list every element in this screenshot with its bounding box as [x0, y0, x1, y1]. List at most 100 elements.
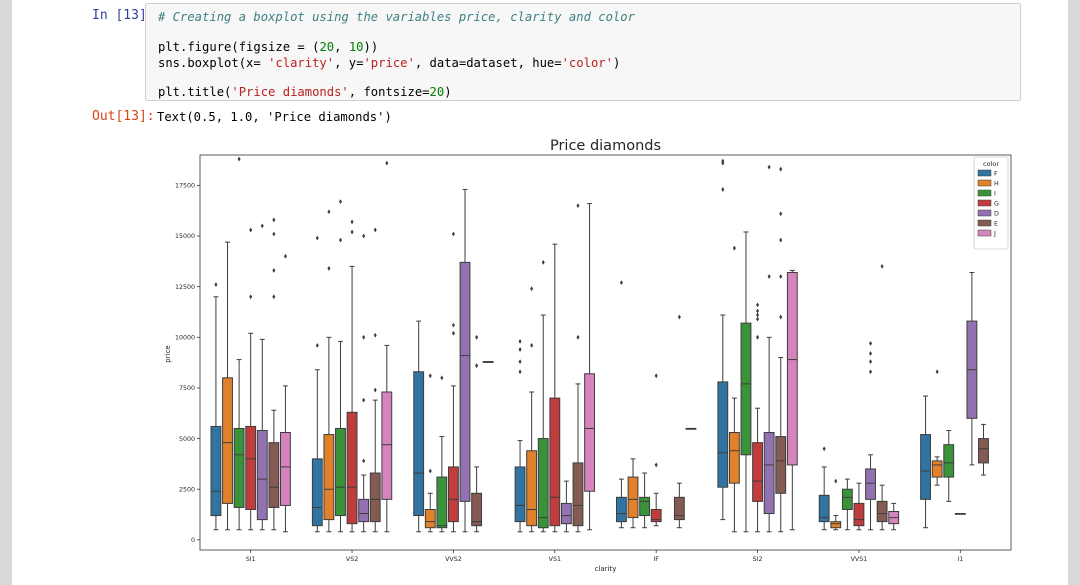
box-vvs2-h [424, 373, 436, 533]
legend-title: color [983, 160, 999, 168]
x-tick-label: SI1 [246, 556, 256, 563]
box-iqr [572, 462, 584, 527]
outlier-marker [756, 308, 760, 314]
code-token: , data=dataset, hue= [414, 56, 562, 70]
box-vs1-g [549, 243, 561, 533]
outlier-marker [576, 334, 580, 340]
outlier-marker [350, 219, 354, 225]
outlier-marker [869, 351, 873, 356]
outlier-marker [475, 363, 479, 369]
box-vs2-f [311, 235, 323, 533]
box-iqr [627, 476, 639, 519]
box-if-f [616, 280, 627, 529]
box-si2-h [728, 245, 740, 533]
outlier-marker [338, 199, 342, 204]
box-vs2-d [358, 233, 370, 533]
box-iqr [818, 494, 830, 523]
code-token: , y= [334, 56, 364, 70]
outlier-marker [260, 223, 264, 229]
box-iqr [775, 436, 787, 494]
y-axis-label: price [164, 345, 172, 362]
outlier-marker [779, 274, 783, 279]
code-string: 'clarity' [268, 56, 335, 70]
outlier-marker [834, 478, 838, 484]
code-number: 20 [319, 40, 335, 54]
outlier-marker [272, 294, 276, 300]
outlier-marker [530, 286, 534, 292]
outlier-marker [518, 359, 522, 365]
box-iqr [424, 508, 436, 529]
box-vvs2-j [482, 361, 494, 363]
x-tick-label: VS1 [549, 556, 561, 563]
code-string: 'Price diamonds' [231, 85, 349, 99]
x-axis-label: clarity [595, 565, 617, 573]
chart-title: Price diamonds [550, 138, 661, 154]
outlier-marker [362, 334, 366, 340]
box-iqr [876, 500, 888, 523]
outlier-marker [654, 462, 658, 468]
code-line-1: # Creating a boxplot using the variables… [158, 9, 635, 25]
box-si1-h [222, 241, 233, 531]
box-iqr [514, 466, 526, 523]
outlier-marker [935, 369, 939, 375]
box-si2-e [775, 166, 787, 533]
box-vs2-g [346, 219, 358, 533]
x-tick-label: I1 [957, 556, 963, 563]
code-number: 20 [429, 85, 445, 99]
x-tick-label: SI2 [753, 556, 763, 563]
box-iqr [865, 468, 876, 500]
outlier-marker [822, 446, 826, 452]
y-tick-label: 15000 [175, 233, 195, 240]
legend-label-f: F [994, 171, 998, 178]
box-si1-d [256, 223, 268, 531]
outlier-marker [756, 334, 760, 340]
box-iqr [245, 425, 257, 510]
legend-label-d: D [994, 211, 999, 218]
outlier-marker [327, 266, 331, 271]
box-si2-g [752, 302, 763, 533]
box-iqr [931, 460, 943, 478]
outlier-marker [362, 458, 366, 464]
outlier-marker [373, 387, 377, 393]
box-iqr [210, 425, 222, 517]
outlier-marker [767, 164, 771, 170]
outlier-marker [451, 330, 455, 336]
code-line-2: plt.figure(figsize = (20, 10)) [158, 39, 378, 55]
left-scroll-edge [0, 0, 12, 585]
y-tick-label: 12500 [175, 284, 195, 291]
box-iqr [549, 397, 561, 527]
outlier-marker [237, 156, 241, 162]
box-iqr [650, 508, 662, 523]
box-si2-j [786, 269, 798, 531]
box-vvs1-d [865, 340, 876, 531]
box-iqr [616, 496, 627, 523]
box-vvs2-d [459, 188, 471, 533]
input-prompt: In [13]: [92, 8, 155, 23]
y-tick-label: 0 [191, 537, 195, 544]
outlier-marker [338, 237, 342, 243]
box-vs2-e [369, 227, 381, 533]
outlier-marker [880, 264, 884, 269]
code-token: , fontsize= [348, 85, 430, 99]
legend-label-g: G [994, 201, 999, 208]
legend-label-i: I [994, 191, 996, 198]
outlier-marker [362, 397, 366, 403]
outlier-marker [869, 359, 873, 365]
box-if-i [639, 472, 651, 529]
box-iqr [728, 432, 740, 484]
outlier-marker [385, 160, 389, 166]
output-prompt: Out[13]: [92, 109, 155, 124]
box-iqr [471, 492, 483, 527]
box-i1-d [966, 271, 978, 466]
box-iqr [335, 427, 346, 517]
box-i1-e [978, 423, 989, 476]
outlier-marker [428, 468, 432, 474]
box-iqr [381, 391, 393, 500]
code-cell[interactable]: # Creating a boxplot using the variables… [145, 3, 1021, 101]
box-iqr [323, 434, 335, 521]
outlier-marker [327, 209, 331, 215]
box-iqr [346, 411, 358, 525]
box-iqr [830, 521, 842, 529]
outlier-marker [451, 322, 455, 328]
box-if-h [627, 458, 639, 529]
